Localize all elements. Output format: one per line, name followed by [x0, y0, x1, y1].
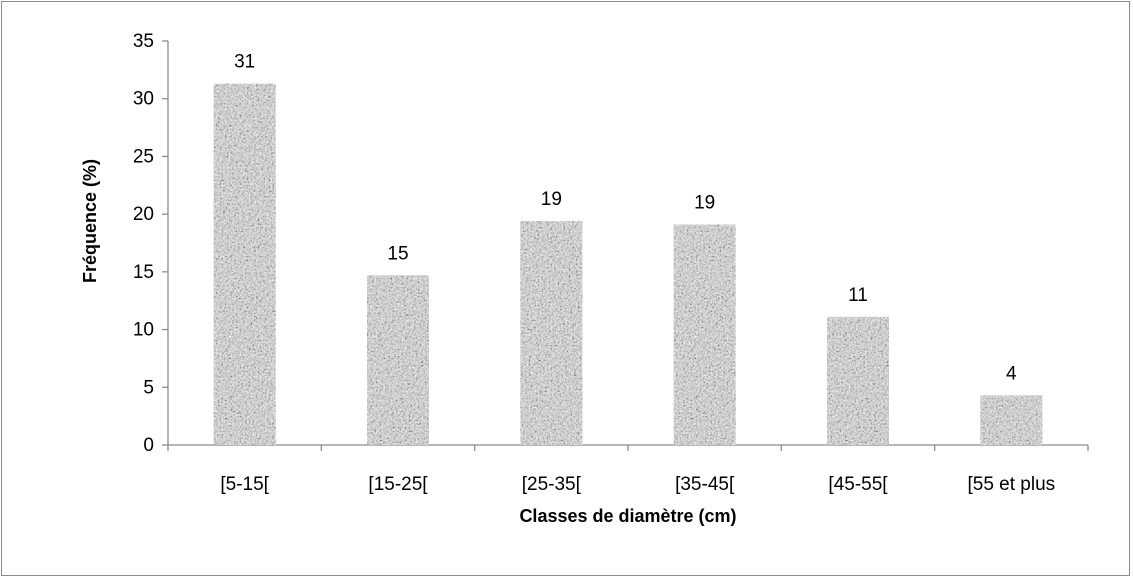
x-tick-label: [55 et plus [967, 474, 1055, 495]
y-tick-label: 35 [133, 31, 154, 52]
data-label: 15 [387, 243, 408, 264]
y-axis-title: Fréquence (%) [80, 159, 100, 283]
bar-4 [673, 224, 736, 445]
bar-2 [367, 275, 429, 445]
y-tick-label: 10 [133, 320, 154, 341]
x-tick-label: [35-45[ [675, 474, 735, 495]
bar-texture [520, 221, 583, 445]
bar-3 [520, 221, 583, 445]
bar-1 [213, 83, 276, 446]
axes: 0 5 10 15 20 25 30 35 [133, 31, 1089, 456]
bar-6 [980, 395, 1043, 445]
y-tick-label: 0 [143, 435, 154, 456]
data-label: 4 [1006, 363, 1017, 384]
x-tick-label: [25-35[ [522, 474, 582, 495]
y-tick-label: 5 [143, 377, 154, 398]
labels: 31 [5-15[ 15 [15-25[ 19 [25-35[ 19 [35-45[ 11 [45… [220, 52, 1055, 495]
bar-texture [673, 224, 736, 445]
bar-texture [827, 316, 889, 445]
y-tick-label: 25 [133, 146, 154, 167]
data-label: 11 [848, 285, 868, 306]
y-tick-label: 30 [133, 89, 154, 110]
bar-texture [980, 395, 1043, 445]
data-label: 19 [694, 193, 715, 214]
bar-texture [367, 275, 429, 445]
data-label: 19 [541, 189, 562, 210]
bar-5 [827, 316, 889, 445]
bar-texture [213, 83, 276, 446]
y-tick-label: 15 [133, 262, 154, 283]
x-tick-label: [5-15[ [220, 474, 269, 495]
x-tick-label: [15-25[ [368, 474, 428, 495]
data-label: 31 [234, 52, 255, 73]
bars [213, 83, 1043, 446]
x-tick-label: [45-55[ [828, 474, 888, 495]
x-axis-title: Classes de diamètre (cm) [519, 506, 736, 526]
y-tick-label: 20 [133, 204, 154, 225]
